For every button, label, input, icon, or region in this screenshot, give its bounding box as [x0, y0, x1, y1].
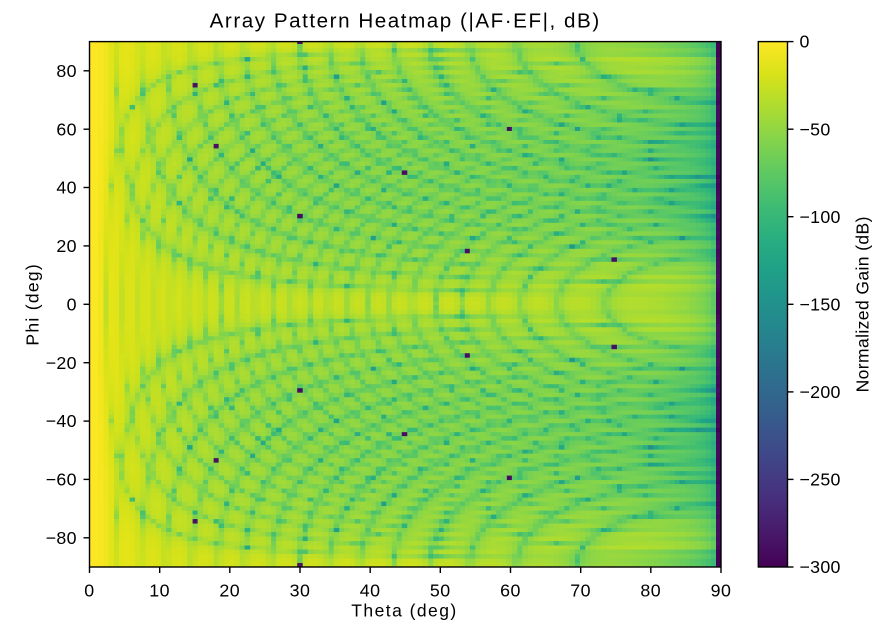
svg-text:80: 80: [56, 61, 76, 81]
svg-text:−80: −80: [46, 528, 77, 548]
svg-text:−250: −250: [800, 470, 841, 490]
svg-text:40: 40: [360, 581, 381, 601]
svg-text:0: 0: [67, 294, 77, 314]
svg-text:−40: −40: [46, 411, 77, 431]
svg-text:0: 0: [800, 32, 810, 52]
svg-text:50: 50: [430, 581, 451, 601]
svg-text:30: 30: [290, 581, 311, 601]
svg-text:−200: −200: [800, 382, 841, 402]
svg-text:40: 40: [56, 178, 76, 198]
svg-text:Theta (deg): Theta (deg): [351, 601, 457, 621]
svg-text:60: 60: [500, 581, 521, 601]
svg-text:70: 70: [570, 581, 591, 601]
svg-text:−100: −100: [800, 207, 841, 227]
svg-text:−150: −150: [800, 294, 841, 314]
svg-text:80: 80: [640, 581, 661, 601]
svg-text:−50: −50: [800, 119, 831, 139]
svg-text:−20: −20: [46, 353, 77, 373]
svg-text:10: 10: [149, 581, 170, 601]
svg-text:−300: −300: [800, 557, 841, 577]
svg-text:Array Pattern Heatmap (|AF·EF|: Array Pattern Heatmap (|AF·EF|, dB): [210, 10, 601, 33]
svg-text:Normalized Gain (dB): Normalized Gain (dB): [853, 216, 873, 392]
svg-text:90: 90: [711, 581, 732, 601]
svg-text:0: 0: [84, 581, 94, 601]
svg-text:−60: −60: [46, 470, 77, 490]
svg-text:60: 60: [56, 119, 76, 139]
svg-text:Phi (deg): Phi (deg): [23, 263, 43, 346]
svg-text:20: 20: [56, 236, 76, 256]
svg-text:20: 20: [219, 581, 240, 601]
